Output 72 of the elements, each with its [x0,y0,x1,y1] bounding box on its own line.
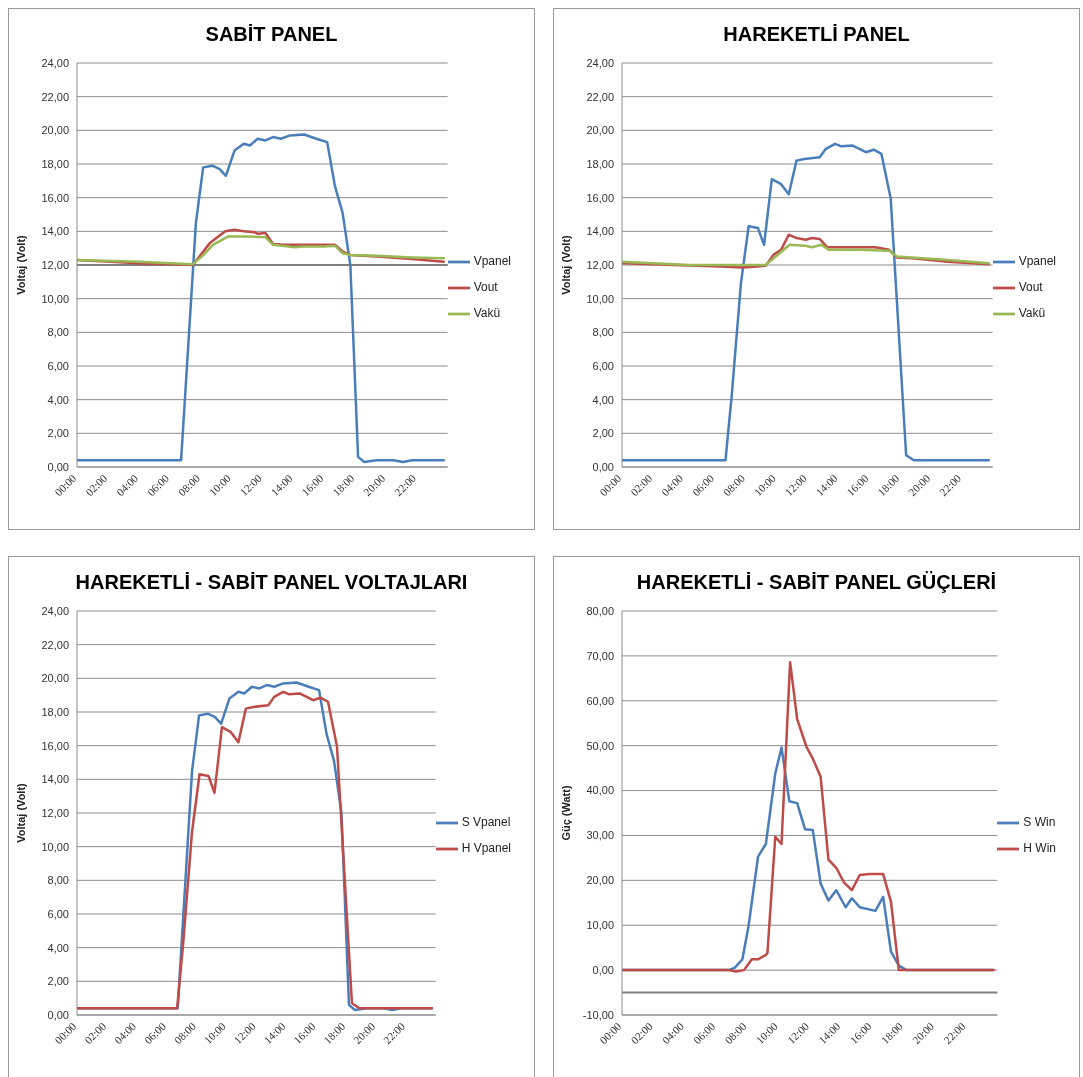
legend-label: S Win [1023,815,1056,829]
chart-title: SABİT PANEL [204,23,339,47]
y-tick-label: 6,00 [47,359,69,372]
line-series [622,243,991,267]
y-axis-title: Voltaj (Volt) [14,234,27,295]
y-tick-label: 16,00 [41,739,69,752]
legend-label: Vout [1018,280,1043,294]
line-series [77,133,446,464]
y-tick-label: 6,00 [47,907,69,920]
y-tick-label: 18,00 [41,157,69,170]
y-tick-label: 16,00 [586,191,614,204]
y-tick-label: 80,00 [586,604,614,617]
y-tick-label: 2,00 [592,427,614,440]
y-tick-label: 10,00 [41,292,69,305]
y-tick-label: 24,00 [41,56,69,69]
legend-label: S Vpanel [461,815,511,829]
line-series [622,142,991,462]
y-tick-label: 8,00 [592,326,614,339]
y-tick-label: 20,00 [41,672,69,685]
y-tick-label: 0,00 [47,1008,69,1021]
y-tick-label: 0,00 [592,460,614,473]
y-tick-label: 10,00 [586,919,614,932]
y-tick-label: 4,00 [47,941,69,954]
y-tick-label: 70,00 [586,649,614,662]
y-tick-label: 50,00 [586,739,614,752]
y-tick-label: 0,00 [47,460,69,473]
y-tick-label: 20,00 [41,124,69,137]
y-tick-label: 60,00 [586,694,614,707]
y-tick-label: 22,00 [41,90,69,103]
y-tick-label: 8,00 [47,326,69,339]
y-tick-label: 0,00 [592,964,614,977]
y-tick-label: 4,00 [47,393,69,406]
y-tick-label: -10,00 [582,1008,614,1021]
y-tick-label: 2,00 [47,427,69,440]
y-axis-title: Voltaj (Volt) [14,782,27,843]
legend-label: Vakü [473,306,501,320]
y-tick-label: 10,00 [586,292,614,305]
y-tick-label: 12,00 [41,258,69,271]
y-tick-label: 14,00 [586,225,614,238]
line-series [622,660,995,973]
y-tick-label: 14,00 [41,773,69,786]
legend-label: Vout [473,280,498,294]
y-tick-label: 6,00 [592,359,614,372]
y-tick-label: 24,00 [586,56,614,69]
y-axis-title: Voltaj (Volt) [559,234,572,295]
y-tick-label: 22,00 [586,90,614,103]
y-axis-title: Güç (Watt) [559,785,572,841]
legend-label: Vpanel [473,254,511,268]
y-tick-label: 20,00 [586,124,614,137]
y-tick-label: 4,00 [592,393,614,406]
y-tick-label: 18,00 [41,705,69,718]
legend-label: H Win [1023,841,1056,855]
chart-title: HAREKETLİ - SABİT PANEL VOLTAJLARI [74,571,469,595]
line-series [77,235,446,266]
legend-label: Vakü [1018,306,1046,320]
y-tick-label: 16,00 [41,191,69,204]
y-tick-label: 14,00 [41,225,69,238]
y-tick-label: 24,00 [41,604,69,617]
y-tick-label: 20,00 [586,874,614,887]
y-tick-label: 30,00 [586,829,614,842]
legend-label: H Vpanel [461,841,511,855]
y-tick-label: 22,00 [41,638,69,651]
y-tick-label: 2,00 [47,975,69,988]
y-tick-label: 10,00 [41,840,69,853]
y-tick-label: 40,00 [586,784,614,797]
legend-label: Vpanel [1018,254,1056,268]
y-tick-label: 12,00 [41,806,69,819]
chart-title: HAREKETLİ - SABİT PANEL GÜÇLERİ [635,571,998,595]
y-tick-label: 18,00 [586,157,614,170]
y-tick-label: 12,00 [586,258,614,271]
chart-title: HAREKETLİ PANEL [722,23,911,47]
y-tick-label: 8,00 [47,874,69,887]
